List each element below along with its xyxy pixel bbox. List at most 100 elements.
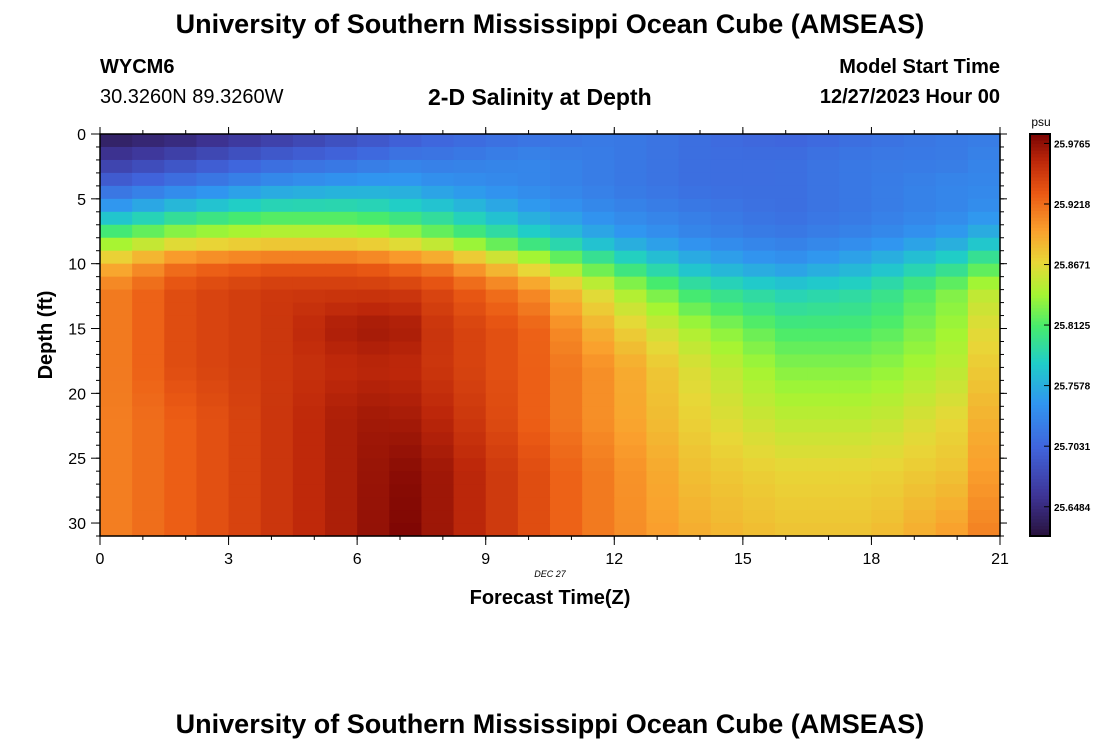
heatmap-cell [485, 432, 519, 446]
heatmap-cell [228, 224, 262, 239]
heatmap-cell [164, 354, 198, 369]
heatmap-cell [646, 523, 680, 537]
heatmap-cell [710, 276, 744, 291]
heatmap-cell [228, 134, 262, 148]
heatmap-cell [742, 328, 776, 343]
heatmap-cell [582, 341, 615, 356]
heatmap-cell [935, 146, 969, 161]
heatmap-cell [742, 354, 776, 369]
heatmap-cell [196, 367, 230, 381]
heatmap-cell [292, 263, 326, 278]
heatmap-cell [196, 458, 230, 472]
heatmap-cell [807, 172, 840, 187]
heatmap-cell [485, 354, 519, 369]
heatmap-cell [582, 198, 615, 213]
heatmap-cell [807, 276, 840, 291]
station-coordinates: 30.3260N 89.3260W [100, 86, 284, 108]
heatmap-cell [742, 134, 776, 148]
heatmap-cell [357, 185, 390, 200]
heatmap-cell [389, 406, 423, 420]
heatmap-cell [260, 328, 294, 343]
heatmap-cell [517, 263, 551, 278]
y-tick-label: 5 [77, 192, 86, 209]
colorbar-segment [1030, 378, 1050, 383]
heatmap-cell [100, 497, 133, 511]
heatmap-cell [485, 523, 519, 537]
y-axis-label: Depth (ft) [35, 291, 57, 380]
heatmap-cell [357, 432, 390, 446]
heatmap-cell [903, 315, 937, 330]
heatmap-cell [967, 406, 1001, 420]
colorbar-segment [1030, 371, 1050, 376]
heatmap-cell [935, 497, 969, 511]
heatmap-cell [517, 432, 551, 446]
heatmap-cell [935, 198, 969, 213]
heatmap-cell [871, 263, 905, 278]
heatmap-cell [517, 497, 551, 511]
heatmap-cell [421, 159, 455, 174]
heatmap-cell [260, 523, 294, 537]
heatmap-cell [903, 198, 937, 213]
heatmap-cell [196, 510, 230, 524]
heatmap-cell [742, 523, 776, 537]
heatmap-cell [807, 497, 840, 511]
heatmap-cell [357, 458, 390, 472]
heatmap-cell [582, 159, 615, 174]
heatmap-cell [292, 224, 326, 239]
heatmap-cell [710, 523, 744, 537]
heatmap-cell [871, 237, 905, 252]
heatmap-cell [678, 419, 712, 433]
heatmap-cell [550, 354, 583, 369]
heatmap-cell [807, 134, 840, 148]
heatmap-cell [453, 198, 487, 213]
heatmap-cell [389, 510, 423, 524]
heatmap-cell [710, 406, 744, 420]
colorbar-segment [1030, 405, 1050, 410]
heatmap-cell [325, 484, 358, 498]
heatmap-cell [164, 484, 198, 498]
heatmap-cell [935, 224, 969, 239]
heatmap-cell [710, 458, 744, 472]
heatmap-cell [196, 146, 230, 161]
model-start-value: 12/27/2023 Hour 00 [819, 86, 1000, 108]
heatmap-cell [775, 302, 808, 317]
colorbar-segment [1030, 445, 1050, 450]
heatmap-cell [517, 276, 551, 291]
heatmap-cell [678, 458, 712, 472]
heatmap-cell [935, 471, 969, 485]
colorbar-segment [1030, 268, 1050, 272]
heatmap-cell [228, 237, 262, 252]
heatmap-cell [678, 276, 712, 291]
heatmap-cell [582, 146, 615, 161]
heatmap-cell [807, 419, 840, 433]
heatmap-cell [421, 172, 455, 187]
heatmap-cell [775, 134, 808, 148]
heatmap-cell [807, 393, 840, 407]
heatmap-cell [357, 250, 390, 265]
heatmap-cell [742, 185, 776, 200]
heatmap-cell [164, 224, 198, 239]
heatmap-cell [839, 445, 873, 459]
heatmap-cell [196, 315, 230, 330]
heatmap-cell [839, 471, 873, 485]
heatmap-cell [517, 211, 551, 226]
heatmap-cell [807, 341, 840, 356]
heatmap-cell [646, 172, 680, 187]
heatmap-cell [710, 211, 744, 226]
heatmap-cell [421, 432, 455, 446]
heatmap-cell [292, 471, 326, 485]
heatmap-cell [550, 250, 583, 265]
heatmap-cell [646, 328, 680, 343]
heatmap-cell [935, 185, 969, 200]
heatmap-cell [775, 419, 808, 433]
heatmap-cell [903, 393, 937, 407]
heatmap-cell [710, 419, 744, 433]
colorbar-segment [1030, 264, 1050, 269]
heatmap-cell [228, 471, 262, 485]
colorbar-segment [1030, 412, 1050, 416]
colorbar-segment [1030, 274, 1050, 279]
heatmap-cell [903, 185, 937, 200]
colorbar-segment [1030, 391, 1050, 396]
heatmap-cell [550, 458, 583, 472]
heatmap-cell [196, 523, 230, 537]
